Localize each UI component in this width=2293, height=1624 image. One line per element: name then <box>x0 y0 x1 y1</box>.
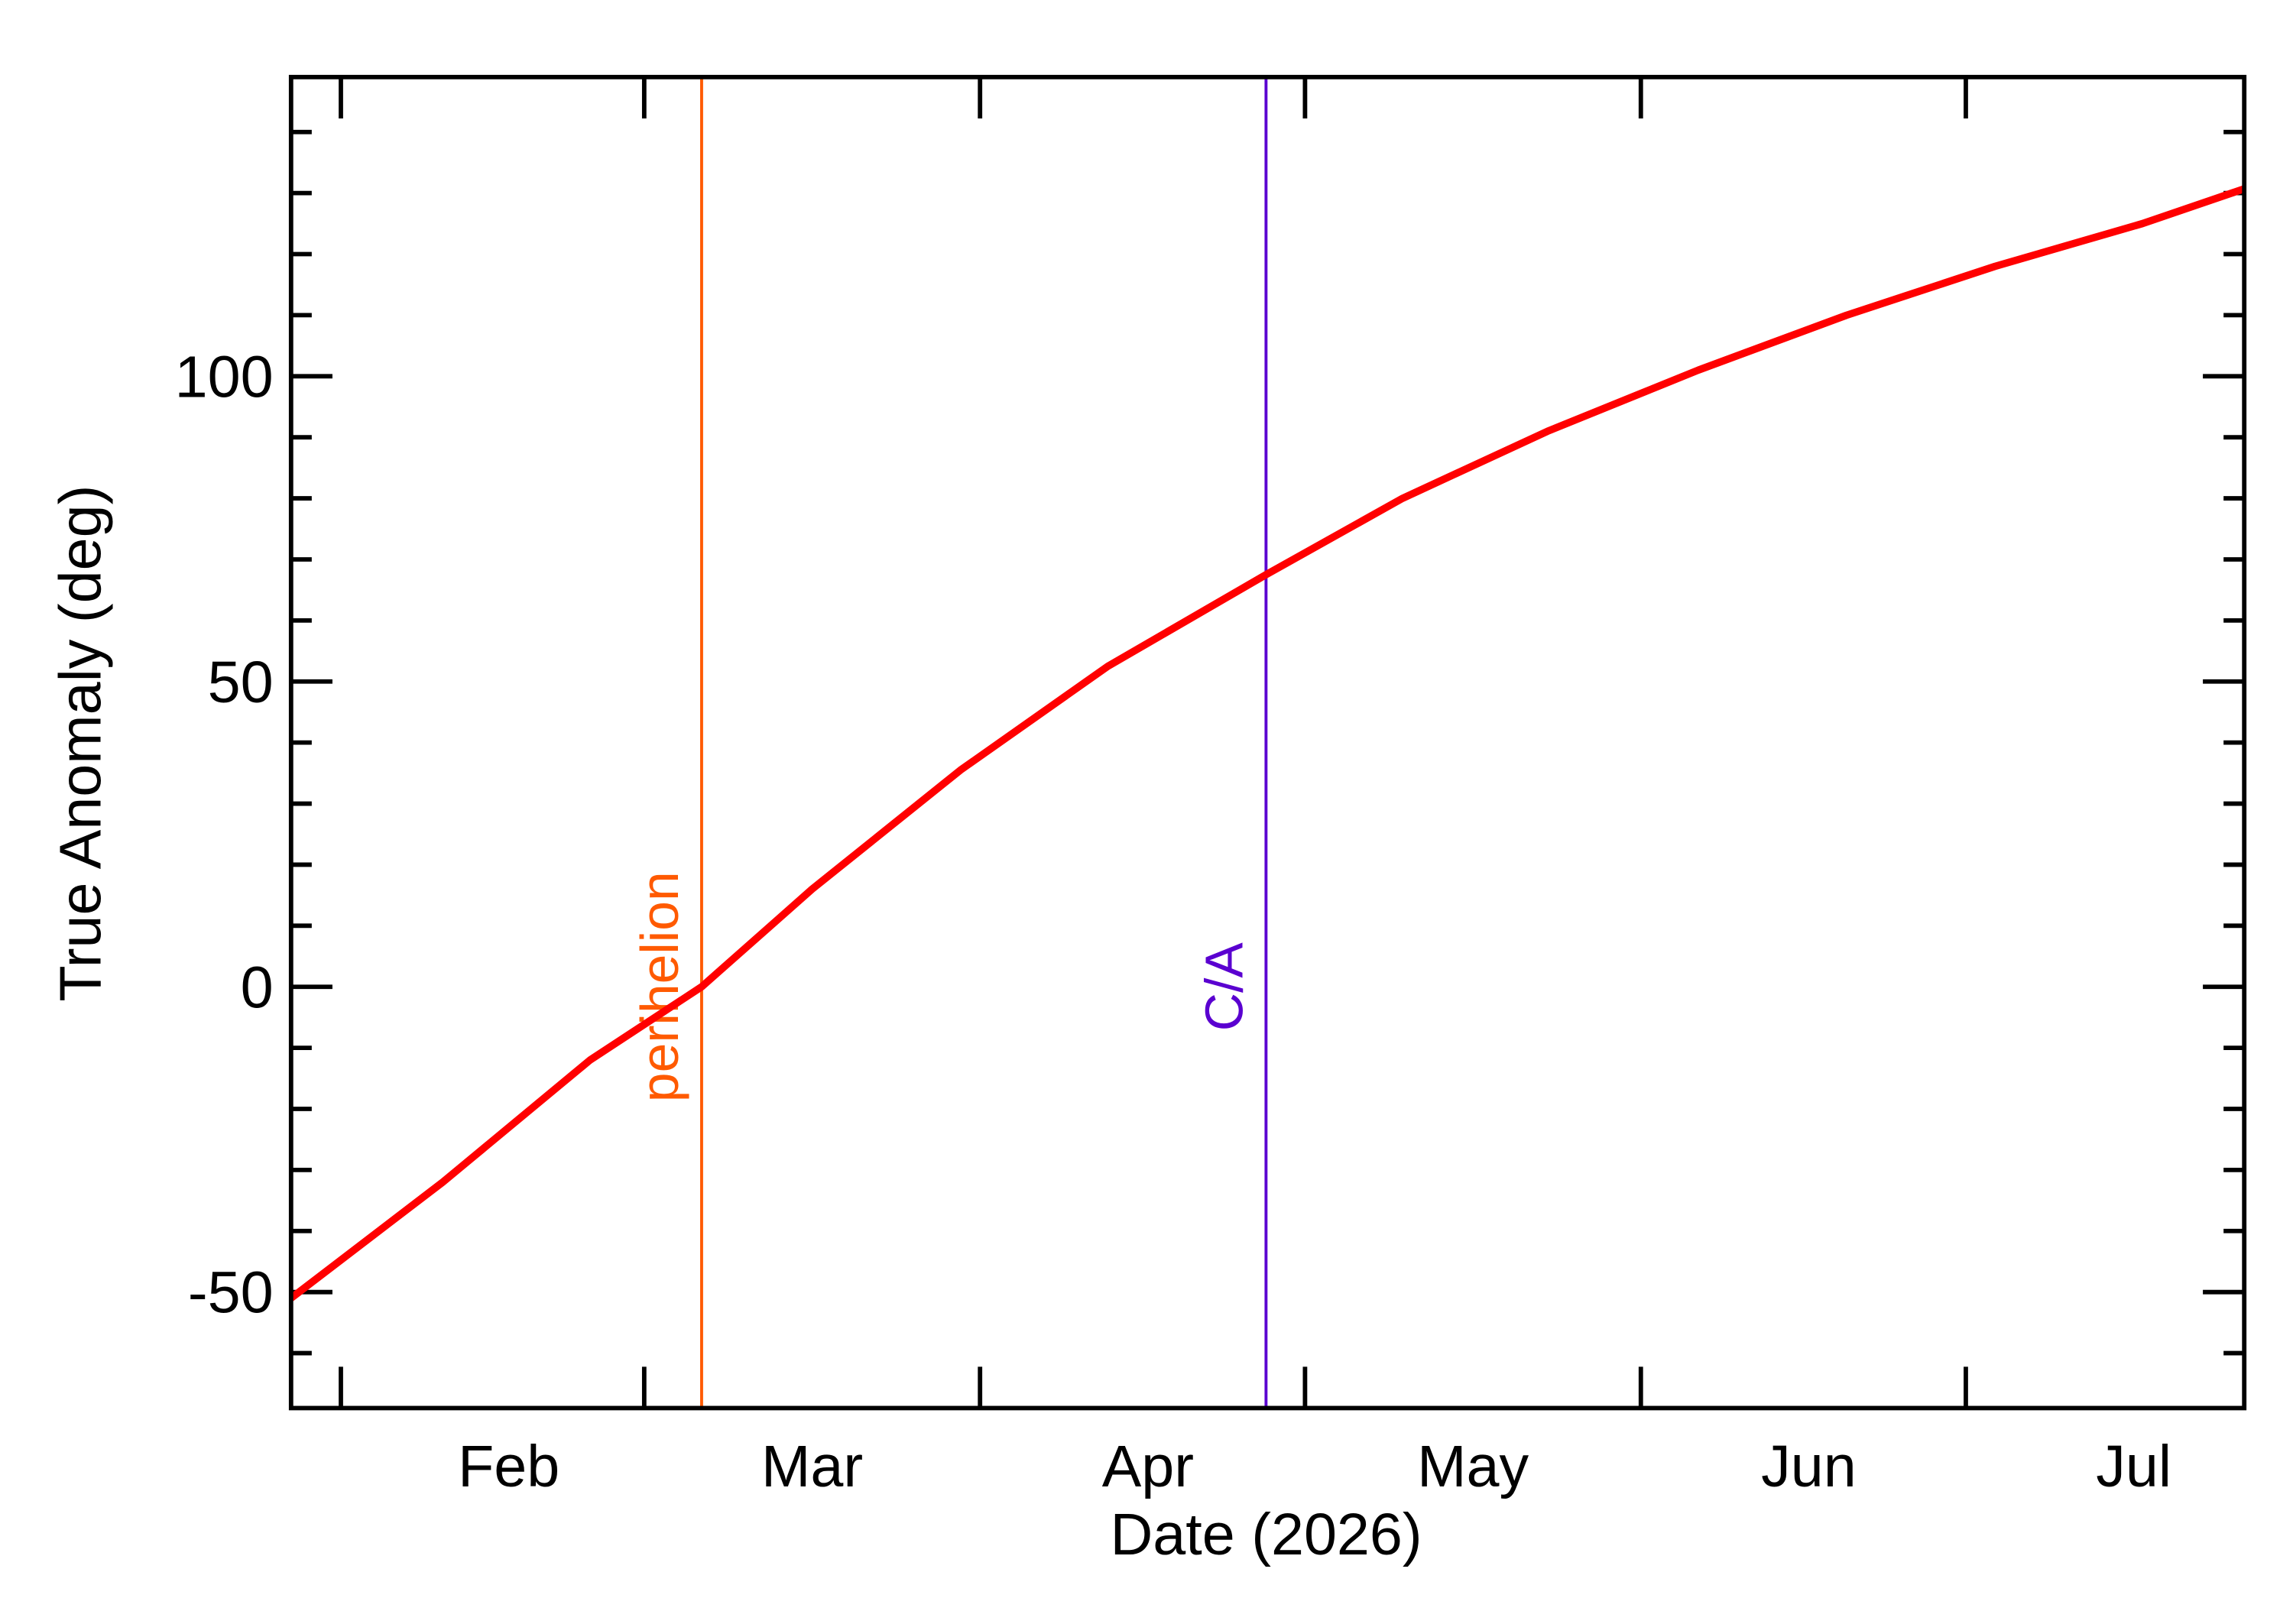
x-tick-label: Jul <box>2096 1434 2171 1499</box>
plot-frame <box>288 74 2247 1411</box>
data-line <box>288 185 2246 1301</box>
y-tick-label: 0 <box>241 955 274 1020</box>
x-tick-label: Mar <box>761 1434 863 1499</box>
y-tick-label: 100 <box>175 344 274 410</box>
event-label: perihelion <box>630 871 689 1102</box>
x-tick-label: Apr <box>1102 1434 1194 1499</box>
x-tick-label: May <box>1417 1434 1529 1499</box>
y-axis-label: True Anomaly (deg) <box>47 485 113 1002</box>
y-tick-label: -50 <box>188 1260 274 1326</box>
x-tick-label: Feb <box>458 1434 559 1499</box>
x-tick-label: Jun <box>1761 1434 1857 1499</box>
y-tick-label: 50 <box>208 650 274 715</box>
x-axis-label: Date (2026) <box>1110 1502 1422 1567</box>
event-label: C/A <box>1194 942 1254 1032</box>
